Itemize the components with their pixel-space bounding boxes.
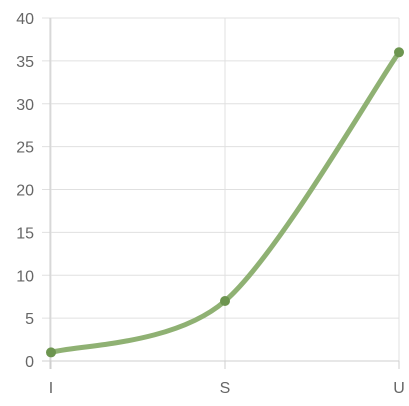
x-tick-label-S: S [220, 380, 231, 397]
axis-layer [42, 18, 400, 369]
y-tick-label-40: 40 [16, 11, 34, 28]
x-tick-label-I: I [49, 380, 53, 397]
series-line-0 [48, 49, 402, 355]
y-tick-label-10: 10 [16, 268, 34, 285]
y-tick-label-25: 25 [16, 140, 34, 157]
y-tick-label-15: 15 [16, 225, 34, 242]
data-point-I[interactable] [46, 347, 56, 358]
y-tick-label-30: 30 [16, 97, 34, 114]
grid-layer [42, 17, 400, 362]
label-layer: 0 5 10 15 20 25 30 35 40 I S U [16, 11, 405, 397]
data-point-S[interactable] [220, 295, 230, 306]
x-tick-label-U: U [393, 380, 405, 397]
y-tick-label-20: 20 [16, 183, 34, 200]
y-tick-label-35: 35 [16, 54, 34, 71]
y-tick-label-5: 5 [25, 311, 34, 328]
y-tick-label-0: 0 [25, 354, 34, 371]
data-point-U[interactable] [394, 47, 404, 58]
series-layer [46, 47, 404, 358]
